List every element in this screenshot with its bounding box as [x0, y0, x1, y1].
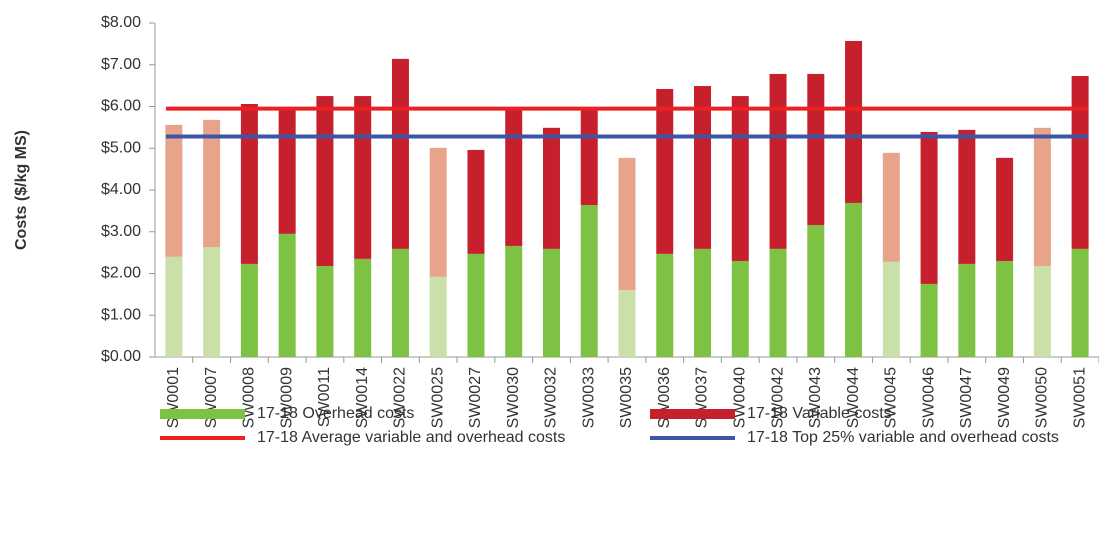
bar-segment — [391, 58, 409, 249]
x-tick-label: SW0033 — [580, 367, 597, 428]
x-tick-label: SW0051 — [1071, 367, 1088, 428]
bar-segment — [882, 261, 900, 357]
bar-segment — [429, 276, 447, 357]
bar-segment — [240, 103, 258, 264]
bar-segment — [694, 86, 712, 249]
x-tick-label: SW0027 — [467, 367, 484, 428]
x-tick-label: SW0046 — [920, 367, 937, 428]
bar-segment — [845, 202, 863, 357]
x-tick-label: SW0022 — [392, 367, 409, 428]
legend-label: 17-18 Top 25% variable and overhead cost… — [747, 429, 1059, 446]
x-tick-label: SW0036 — [656, 367, 673, 428]
bar-segment — [467, 149, 485, 254]
bar-segment — [505, 108, 523, 246]
bar-segment — [996, 260, 1014, 357]
x-tick-label: SW0045 — [883, 367, 900, 428]
legend-label: 17-18 Variable costs — [747, 405, 892, 422]
bar-segment — [807, 73, 825, 226]
x-tick-label: SW0009 — [278, 367, 295, 428]
bar-segment — [618, 157, 636, 291]
bar-segment — [542, 248, 560, 357]
bar-segment — [769, 248, 787, 357]
y-tick-label: $5.00 — [101, 139, 141, 156]
bar-segment — [467, 253, 485, 357]
bar-segment — [240, 263, 258, 357]
y-tick-label: $1.00 — [101, 306, 141, 323]
y-tick-label: $8.00 — [101, 14, 141, 31]
x-tick-label: SW0007 — [203, 367, 220, 428]
y-tick-label: $2.00 — [101, 265, 141, 282]
x-tick-label: SW0032 — [543, 367, 560, 428]
bar-segment — [278, 108, 296, 234]
x-tick-label: SW0001 — [165, 367, 182, 428]
bar-segment — [580, 108, 598, 206]
bar-segment — [278, 233, 296, 357]
x-tick-label: SW0008 — [241, 367, 258, 428]
x-tick-label: SW0025 — [429, 367, 446, 428]
x-tick-label: SW0030 — [505, 367, 522, 428]
bar-segment — [429, 147, 447, 277]
bar-segment — [882, 152, 900, 262]
bar-segment — [694, 248, 712, 357]
x-tick-label: SW0042 — [769, 367, 786, 428]
bar-segment — [656, 88, 674, 254]
bar-segment — [542, 127, 560, 249]
bar-segment — [1033, 127, 1051, 266]
bar-segment — [505, 245, 523, 357]
x-tick-label: SW0043 — [807, 367, 824, 428]
y-tick-label: $3.00 — [101, 223, 141, 240]
x-tick-label: SW0047 — [958, 367, 975, 428]
bar-segment — [958, 129, 976, 264]
x-tick-label: SW0035 — [618, 367, 635, 428]
x-tick-label: SW0011 — [316, 367, 333, 427]
bar-segment — [769, 73, 787, 249]
bar-segment — [1071, 248, 1089, 357]
bar-segment — [1033, 265, 1051, 357]
x-tick-label: SW0014 — [354, 367, 371, 428]
y-tick-label: $0.00 — [101, 348, 141, 365]
bar-segment — [203, 119, 221, 248]
bar-segment — [354, 96, 372, 259]
legend-label: 17-18 Average variable and overhead cost… — [257, 429, 565, 446]
bar-segment — [920, 131, 938, 284]
bar-segment — [656, 253, 674, 357]
bar-segment — [580, 205, 598, 357]
bar-segment — [731, 260, 749, 357]
bar-segment — [807, 225, 825, 357]
bar-segment — [845, 40, 863, 203]
x-tick-label: SW0049 — [996, 367, 1013, 428]
bar-segment — [920, 283, 938, 357]
legend-swatch — [160, 409, 245, 419]
legend-label: 17-18 Overhead costs — [257, 405, 414, 422]
bar-segment — [354, 258, 372, 357]
bar-segment — [391, 248, 409, 357]
bar-segment — [996, 157, 1014, 261]
y-tick-label: $7.00 — [101, 56, 141, 73]
bar-segment — [316, 265, 334, 357]
x-tick-label: SW0037 — [694, 367, 711, 428]
x-tick-label: SW0044 — [845, 367, 862, 428]
legend-swatch — [650, 409, 735, 419]
y-tick-label: $6.00 — [101, 98, 141, 115]
x-tick-label: SW0050 — [1034, 367, 1051, 428]
bar-segment — [958, 263, 976, 357]
bar-segment — [731, 96, 749, 261]
y-axis-label: Costs ($/kg MS) — [13, 130, 30, 250]
bar-segment — [165, 124, 183, 257]
bar-segment — [316, 96, 334, 266]
bar-segment — [1071, 76, 1089, 249]
bar-segment — [203, 247, 221, 357]
bar-segment — [618, 290, 636, 357]
bar-segment — [165, 256, 183, 357]
y-tick-label: $4.00 — [101, 181, 141, 198]
x-tick-label: SW0040 — [731, 367, 748, 428]
